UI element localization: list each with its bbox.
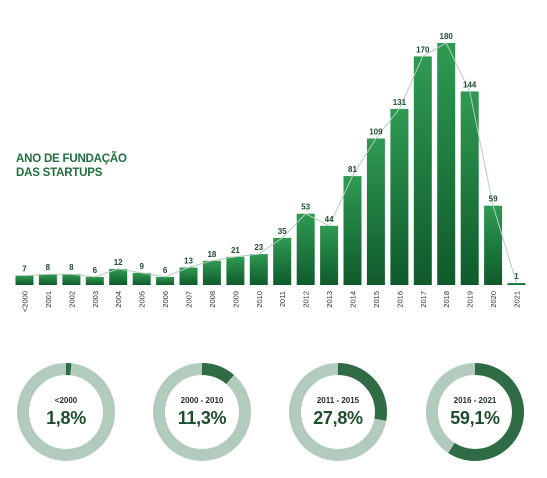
x-tick-label: 2014 xyxy=(349,291,358,308)
bar-value-label: 44 xyxy=(325,215,334,224)
bar-2007 xyxy=(179,267,198,285)
bar-2012 xyxy=(296,213,315,285)
bar-value-label: 180 xyxy=(440,32,454,41)
donut-slice-2011 - 2015 xyxy=(289,363,387,461)
donut-percent: 1,8% xyxy=(46,408,86,428)
bar-2019 xyxy=(460,91,479,286)
donut-ring xyxy=(426,363,524,461)
x-tick-label: 2003 xyxy=(91,291,100,308)
x-tick-label: 2008 xyxy=(208,291,217,308)
x-tick-label: 2012 xyxy=(302,291,311,308)
x-tick-label: 2016 xyxy=(395,291,404,308)
bar-2001 xyxy=(38,274,57,285)
donut-percent: 27,8% xyxy=(313,408,363,428)
bar-2015 xyxy=(366,138,385,285)
bar-value-label: 8 xyxy=(46,263,51,272)
donut-range-label: <2000 xyxy=(54,396,78,405)
x-tick-label: 2018 xyxy=(442,291,451,308)
x-tick-label: 2019 xyxy=(466,291,475,308)
donut-range-label: 2000 - 2010 xyxy=(180,396,224,405)
x-tick-label: 2011 xyxy=(278,291,287,307)
donut-slice-2016 - 2021 xyxy=(426,363,524,461)
x-tick-label: 2007 xyxy=(185,291,194,308)
x-tick-label: 2006 xyxy=(161,291,170,308)
bar-2014 xyxy=(343,176,362,285)
bar-2008 xyxy=(202,260,221,285)
bar-value-label: 6 xyxy=(93,266,98,275)
bar-value-label: 170 xyxy=(416,45,430,54)
bar-2017 xyxy=(413,56,432,286)
x-tick-label: 2013 xyxy=(325,291,334,308)
bar-2006 xyxy=(156,276,175,285)
donut-chart-2000-2010: 2000 - 2010 11,3% xyxy=(152,362,252,462)
bar-chart: 7 8 8 6 12 9 6 13 18 21 23 35 53 44 81 109 131 170 180 144 5… xyxy=(15,32,526,312)
trend-line xyxy=(24,42,517,284)
bar-value-label: 59 xyxy=(489,195,498,204)
donut-slice-<2000 xyxy=(17,363,115,461)
x-tick-label: 2002 xyxy=(67,291,76,308)
bar-value-label: 144 xyxy=(463,80,477,89)
donut-range-label: 2011 - 2015 xyxy=(316,396,360,405)
x-tick-label: 2001 xyxy=(44,291,53,308)
donut-percent: 11,3% xyxy=(177,408,227,428)
donut-range-label: 2016 - 2021 xyxy=(453,396,497,405)
bar-value-label: 21 xyxy=(231,246,240,255)
x-tick-label: <2000 xyxy=(21,291,30,312)
bar-value-label: 7 xyxy=(22,265,27,274)
bar-value-label: 23 xyxy=(254,243,263,252)
donut-ring xyxy=(17,363,115,461)
x-tick-label: 2020 xyxy=(489,291,498,308)
bar-value-label: 53 xyxy=(301,203,310,212)
chart-title-line-1: ANO DE FUNDAÇÃO xyxy=(16,153,127,165)
donut-chart-2016-2021: 2016 - 2021 59,1% xyxy=(425,362,525,462)
bar-<2000 xyxy=(15,275,34,285)
bar-value-label: 6 xyxy=(163,266,168,275)
bar-2004 xyxy=(109,268,128,285)
bar-2021 xyxy=(507,283,526,285)
x-tick-label: 2010 xyxy=(255,291,264,308)
donut-slice-2000 - 2010 xyxy=(153,363,251,461)
x-tick-label: 2009 xyxy=(231,291,240,308)
donut-percent: 59,1% xyxy=(450,408,500,428)
bar-value-label: 8 xyxy=(69,263,74,272)
bar-2020 xyxy=(484,205,503,285)
bar-value-label: 18 xyxy=(207,250,216,259)
bar-2005 xyxy=(132,272,151,285)
bar-2003 xyxy=(85,276,104,285)
bar-2016 xyxy=(390,108,409,286)
chart-title-line-2: DAS STARTUPS xyxy=(16,167,103,179)
bar-2002 xyxy=(62,274,81,285)
bar-2009 xyxy=(226,256,245,285)
bar-2011 xyxy=(273,237,292,285)
chart-title: ANO DE FUNDAÇÃO DAS STARTUPS xyxy=(16,152,127,180)
x-tick-label: 2021 xyxy=(513,291,522,308)
x-tick-label: 2015 xyxy=(372,291,381,308)
donut-chart-2011-2015: 2011 - 2015 27,8% xyxy=(288,362,388,462)
bar-value-label: 1 xyxy=(514,272,519,281)
bar-2018 xyxy=(437,43,456,285)
bar-value-label: 35 xyxy=(278,227,287,236)
donut-ring xyxy=(153,363,251,461)
donut-ring xyxy=(289,363,387,461)
bar-value-label: 109 xyxy=(369,128,383,137)
donut-chart-pre-2000: <2000 1,8% xyxy=(16,362,116,462)
bar-value-label: 12 xyxy=(114,258,123,267)
bar-2013 xyxy=(320,225,339,285)
bar-value-label: 13 xyxy=(184,257,193,266)
bar-value-label: 131 xyxy=(393,98,407,107)
bar-2010 xyxy=(249,254,268,285)
bar-value-label: 81 xyxy=(348,165,357,174)
bar-value-label: 9 xyxy=(139,262,144,271)
x-tick-label: 2017 xyxy=(419,291,428,308)
x-tick-label: 2005 xyxy=(138,291,147,308)
x-tick-label: 2004 xyxy=(114,291,123,308)
